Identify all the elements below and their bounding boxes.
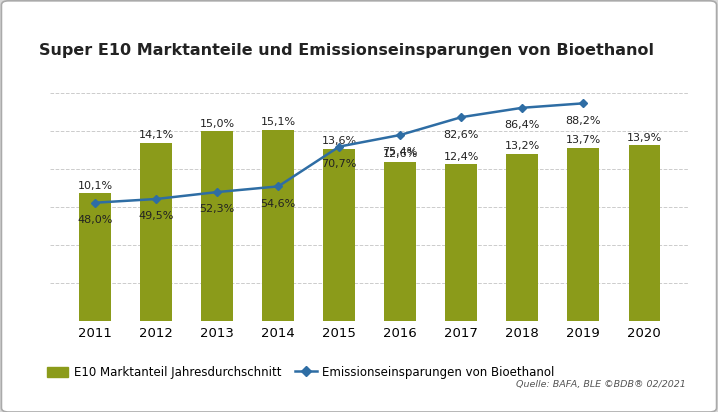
Bar (506, 154, 538, 321)
Bar (323, 149, 355, 321)
Text: 88,2%: 88,2% (566, 116, 601, 126)
Text: 82,6%: 82,6% (444, 129, 479, 140)
Bar (201, 131, 233, 321)
Text: 52,3%: 52,3% (200, 204, 235, 214)
Text: 15,1%: 15,1% (261, 117, 296, 127)
Bar (384, 162, 416, 321)
Text: 15,0%: 15,0% (200, 119, 235, 129)
Text: 49,5%: 49,5% (139, 211, 174, 221)
Legend: E10 Marktanteil Jahresdurchschnitt, Emissionseinsparungen von Bioethanol: E10 Marktanteil Jahresdurchschnitt, Emis… (42, 361, 559, 384)
Text: 75,4%: 75,4% (383, 147, 418, 157)
Text: 12,6%: 12,6% (383, 149, 418, 159)
Bar (79, 193, 111, 321)
Text: 48,0%: 48,0% (78, 215, 113, 225)
Text: 13,9%: 13,9% (627, 133, 662, 143)
Bar (445, 164, 477, 321)
Text: 10,1%: 10,1% (78, 181, 113, 191)
Bar (262, 130, 294, 321)
Text: 14,1%: 14,1% (139, 130, 174, 140)
Text: 70,7%: 70,7% (322, 159, 357, 169)
Bar (567, 147, 600, 321)
Bar (140, 143, 172, 321)
Text: Super E10 Marktanteile und Emissionseinsparungen von Bioethanol: Super E10 Marktanteile und Emissionseins… (39, 43, 655, 58)
Text: 13,6%: 13,6% (322, 136, 357, 146)
Text: 12,4%: 12,4% (444, 152, 479, 162)
Text: 13,7%: 13,7% (566, 135, 601, 145)
Text: 13,2%: 13,2% (505, 141, 540, 152)
Text: 54,6%: 54,6% (261, 199, 296, 209)
Bar (628, 145, 661, 321)
Text: Quelle: BAFA, BLE ©BDB® 02/2021: Quelle: BAFA, BLE ©BDB® 02/2021 (516, 380, 686, 389)
Text: 86,4%: 86,4% (505, 120, 540, 130)
